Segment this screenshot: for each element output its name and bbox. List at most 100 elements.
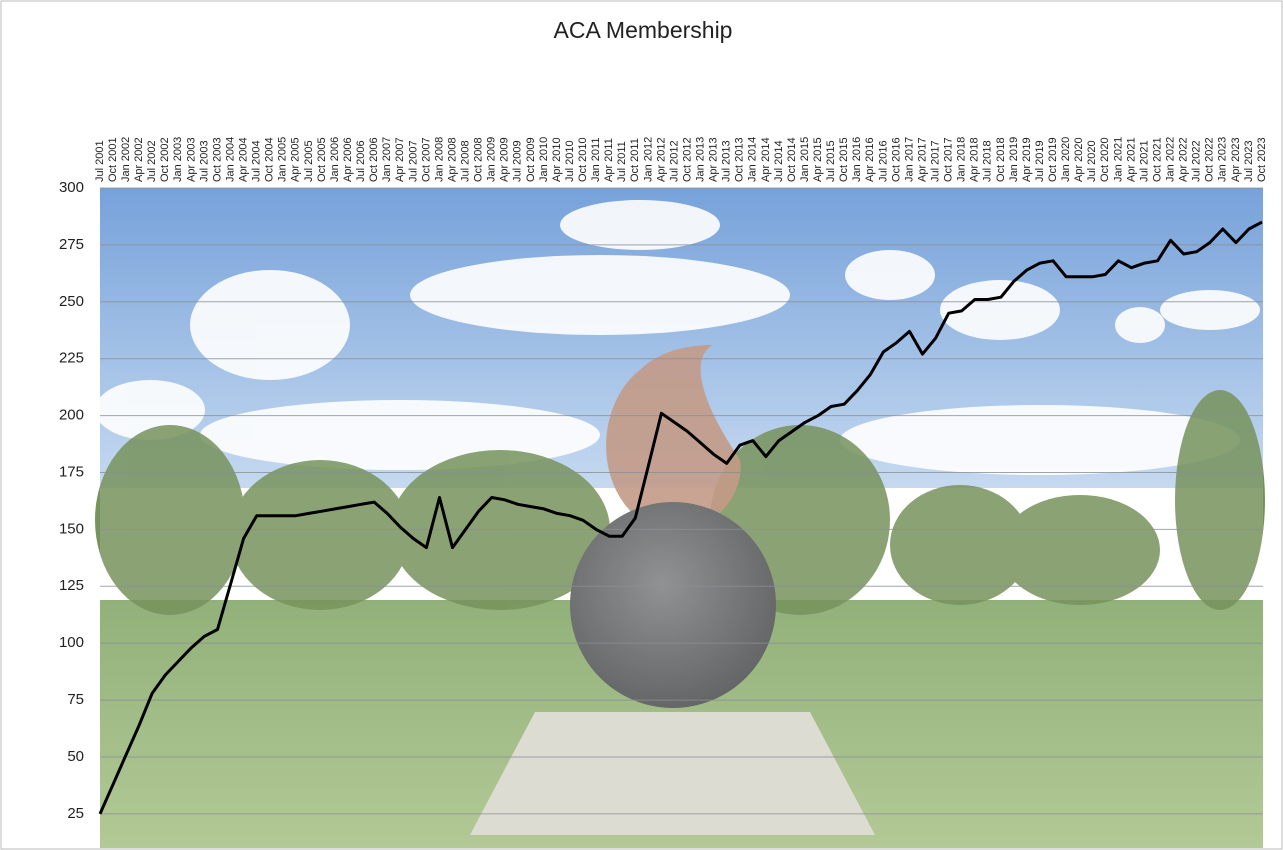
x-tick-label: Oct 2001 — [107, 137, 119, 182]
x-tick-label: Apr 2004 — [238, 137, 250, 182]
x-tick-label: Jan 2022 — [1165, 137, 1177, 182]
chart-title: ACA Membership — [554, 17, 733, 43]
x-tick-label: Oct 2022 — [1204, 137, 1216, 182]
y-tick-label: 200 — [59, 407, 84, 424]
x-tick-label: Jul 2008 — [459, 140, 471, 182]
y-tick-label: 125 — [59, 577, 84, 594]
x-tick-label: Jul 2021 — [1138, 140, 1150, 182]
x-tick-label: Jan 2019 — [1008, 137, 1020, 182]
x-tick-label: Oct 2019 — [1047, 137, 1059, 182]
x-tick-label: Apr 2021 — [1125, 137, 1137, 182]
x-tick-label: Apr 2020 — [1073, 137, 1085, 182]
x-tick-label: Oct 2008 — [473, 137, 485, 182]
x-tick-label: Apr 2010 — [551, 137, 563, 182]
x-tick-label: Oct 2011 — [629, 138, 641, 182]
x-tick-label: Oct 2004 — [264, 137, 276, 182]
x-tick-label: Oct 2023 — [1256, 137, 1268, 182]
x-tick-label: Apr 2002 — [133, 137, 145, 182]
x-tick-label: Apr 2022 — [1178, 137, 1190, 182]
x-tick-label: Apr 2008 — [446, 137, 458, 182]
x-tick-label: Apr 2019 — [1021, 137, 1033, 182]
x-tick-label: Jan 2016 — [851, 137, 863, 182]
x-tick-label: Jul 2003 — [198, 140, 210, 182]
x-tick-label: Jan 2006 — [329, 137, 341, 182]
x-tick-label: Oct 2006 — [368, 137, 380, 182]
x-tick-label: Jul 2009 — [512, 140, 524, 182]
y-tick-label: 100 — [59, 634, 84, 651]
x-tick-label: Jan 2012 — [642, 137, 654, 182]
x-tick-label: Oct 2012 — [681, 137, 693, 182]
x-tick-label: Apr 2006 — [342, 137, 354, 182]
x-tick-label: Jul 2019 — [1034, 140, 1046, 182]
y-tick-label: 25 — [67, 805, 84, 822]
x-tick-label: Apr 2011 — [603, 138, 615, 182]
x-tick-label: Jan 2023 — [1217, 137, 1229, 182]
x-tick-label: Jan 2020 — [1060, 137, 1072, 182]
x-tick-label: Jan 2017 — [903, 137, 915, 182]
x-tick-label: Jan 2004 — [224, 137, 236, 182]
x-tick-label: Jan 2007 — [381, 137, 393, 182]
x-tick-label: Oct 2002 — [159, 137, 171, 182]
x-tick-label: Jul 2013 — [721, 140, 733, 182]
x-tick-label: Oct 2010 — [577, 137, 589, 182]
x-tick-label: Apr 2007 — [394, 137, 406, 182]
x-tick-label: Apr 2018 — [969, 137, 981, 182]
x-tick-label: Jan 2014 — [747, 137, 759, 182]
y-tick-label: 50 — [67, 748, 84, 765]
plot-background — [95, 188, 1265, 848]
x-tick-label: Jan 2002 — [120, 137, 132, 182]
x-tick-label: Jan 2021 — [1112, 137, 1124, 182]
x-tick-label: Jul 2005 — [303, 140, 315, 182]
x-tick-label: Jan 2013 — [694, 137, 706, 182]
x-tick-label: Oct 2009 — [525, 137, 537, 182]
y-tick-label: 225 — [59, 350, 84, 367]
x-tick-label: Apr 2017 — [916, 137, 928, 182]
x-tick-label: Oct 2021 — [1151, 137, 1163, 182]
x-tick-label: Jul 2011 — [616, 141, 628, 182]
x-tick-label: Jan 2005 — [277, 137, 289, 182]
x-tick-label: Jul 2014 — [773, 140, 785, 182]
x-tick-label: Jan 2008 — [433, 137, 445, 182]
x-tick-label: Jan 2003 — [172, 137, 184, 182]
x-tick-label: Apr 2005 — [290, 137, 302, 182]
x-tick-label: Jul 2012 — [668, 140, 680, 182]
x-tick-label: Jul 2018 — [982, 140, 994, 182]
x-tick-label: Jul 2017 — [930, 140, 942, 182]
x-tick-label: Oct 2018 — [995, 137, 1007, 182]
x-tick-label: Jul 2020 — [1086, 140, 1098, 182]
x-tick-label: Oct 2014 — [786, 137, 798, 182]
x-tick-label: Apr 2013 — [708, 137, 720, 182]
x-tick-label: Oct 2005 — [316, 137, 328, 182]
x-tick-label: Oct 2007 — [420, 137, 432, 182]
chart: ACA Membership 25 50 75 100 125 150 175 200 225 2… — [0, 0, 1283, 850]
x-tick-label: Jul 2004 — [251, 140, 263, 182]
x-tick-label: Apr 2012 — [655, 137, 667, 182]
x-tick-label: Jul 2022 — [1191, 140, 1203, 182]
x-tick-label: Jul 2002 — [146, 140, 158, 182]
x-tick-label: Jul 2001 — [94, 140, 106, 182]
x-tick-label: Apr 2014 — [760, 137, 772, 182]
x-tick-label: Oct 2016 — [890, 137, 902, 182]
x-tick-label: Oct 2015 — [838, 137, 850, 182]
x-tick-label: Jan 2018 — [956, 137, 968, 182]
x-tick-label: Jan 2010 — [538, 137, 550, 182]
x-tick-label: Jul 2010 — [564, 140, 576, 182]
x-tick-label: Apr 2009 — [499, 137, 511, 182]
y-tick-label: 250 — [59, 293, 84, 310]
x-tick-label: Apr 2023 — [1230, 137, 1242, 182]
y-tick-label: 175 — [59, 463, 84, 480]
y-tick-label: 275 — [59, 236, 84, 253]
x-tick-label: Oct 2020 — [1099, 137, 1111, 182]
y-tick-label: 300 — [59, 179, 84, 196]
x-tick-label: Jul 2006 — [355, 140, 367, 182]
x-tick-label: Jan 2009 — [486, 137, 498, 182]
x-tick-label: Jul 2023 — [1243, 140, 1255, 182]
x-tick-label: Jul 2015 — [825, 140, 837, 182]
y-tick-label: 75 — [67, 691, 84, 708]
x-tick-label: Apr 2016 — [864, 137, 876, 182]
x-tick-label: Jul 2007 — [407, 140, 419, 182]
x-tick-label: Jan 2011 — [590, 138, 602, 182]
x-tick-label: Jul 2016 — [877, 140, 889, 182]
y-tick-label: 150 — [59, 520, 84, 537]
x-tick-label: Oct 2003 — [211, 137, 223, 182]
